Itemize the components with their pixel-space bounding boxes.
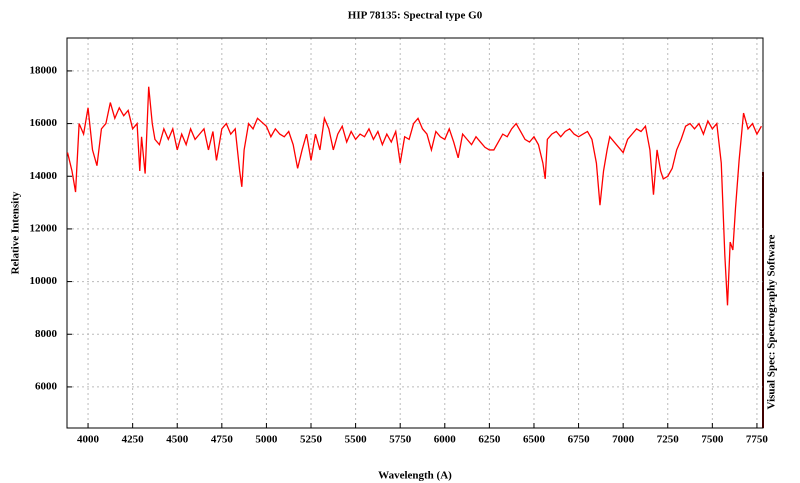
annotation: Visual Spec: Spectrography Software (766, 234, 778, 409)
x-tick-label: 6500 (523, 434, 546, 446)
x-tick-label: 5000 (255, 434, 278, 446)
y-tick-label: 16000 (30, 117, 58, 129)
x-axis-label: Wavelength (A) (378, 470, 452, 482)
x-tick-label: 4750 (211, 434, 234, 446)
x-tick-label: 4500 (166, 434, 189, 446)
x-tick-label: 4250 (122, 434, 145, 446)
x-tick-label: 5500 (345, 434, 368, 446)
x-tick-label: 7250 (657, 434, 680, 446)
plot-frame (66, 37, 764, 429)
y-tick-label: 10000 (30, 275, 58, 287)
chart-title: HIP 78135: Spectral type G0 (348, 10, 483, 22)
x-tick-label: 6750 (568, 434, 591, 446)
x-tick-label: 5250 (300, 434, 323, 446)
y-tick-label: 6000 (35, 380, 58, 392)
x-tick-label: 5750 (389, 434, 412, 446)
spectrum-line (66, 86, 762, 306)
x-tick-label: 7750 (746, 434, 769, 446)
y-tick-label: 8000 (35, 328, 58, 340)
x-tick-label: 7500 (701, 434, 724, 446)
x-tick-label: 7000 (612, 434, 635, 446)
y-tick-label: 14000 (30, 170, 58, 182)
x-tick-label: 6000 (434, 434, 457, 446)
y-tick-label: 12000 (30, 222, 58, 234)
y-tick-label: 18000 (30, 64, 58, 76)
y-axis-label: Relative Intensity (10, 191, 22, 274)
x-tick-label: 6250 (478, 434, 501, 446)
x-tick-label: 4000 (77, 434, 100, 446)
